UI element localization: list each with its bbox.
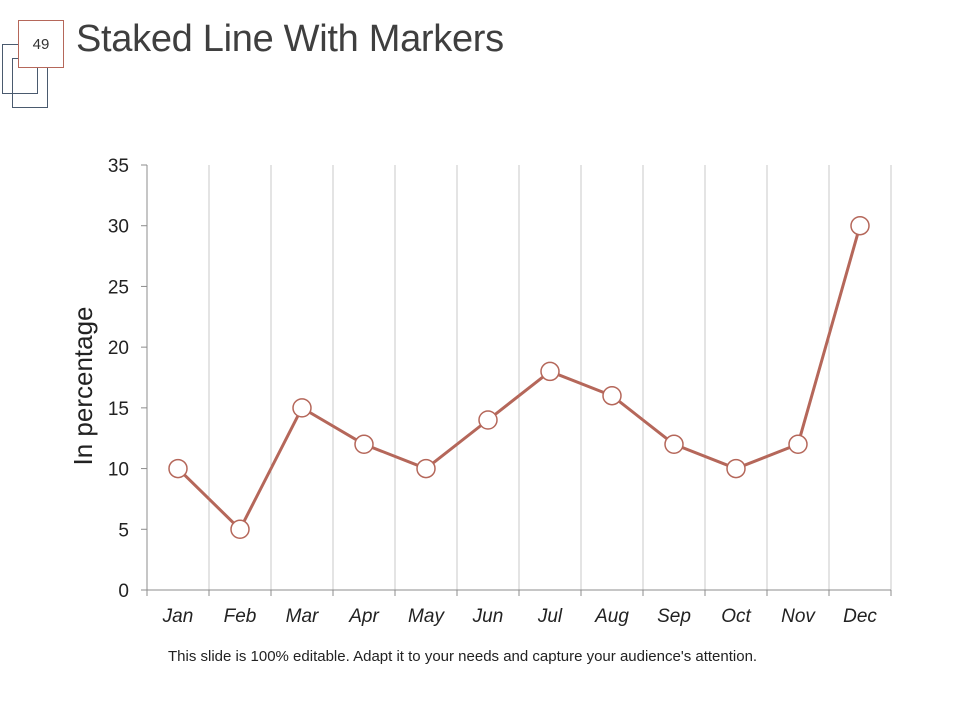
data-point-marker [664, 434, 684, 455]
chart-gridlines [208, 165, 892, 590]
y-tick-label: 30 [108, 217, 129, 238]
x-tick-label: May [408, 606, 445, 627]
data-point-marker [292, 398, 312, 418]
y-tick-label: 5 [118, 520, 129, 541]
data-point-marker [788, 434, 808, 455]
data-point-marker [540, 361, 560, 382]
x-tick-label: Nov [781, 606, 816, 627]
x-tick-label: Jan [162, 606, 194, 627]
data-point-marker [230, 519, 250, 540]
x-tick-label: Jun [472, 606, 504, 627]
slide-number-logo: 49 [0, 18, 70, 108]
y-tick-label: 15 [108, 399, 129, 420]
x-tick-label: Aug [594, 606, 629, 627]
slide-number: 49 [18, 20, 64, 68]
x-tick-label: Jul [537, 606, 563, 627]
y-axis-title: In percentage [68, 306, 98, 465]
y-tick-labels: 0 5 10 15 20 25 30 35 [108, 156, 129, 602]
data-point-marker [602, 385, 622, 406]
x-tick-label: Feb [224, 606, 257, 627]
x-tick-label: Mar [286, 606, 319, 627]
data-point-marker [416, 458, 436, 479]
y-tick-label: 20 [108, 338, 129, 359]
footnote: This slide is 100% editable. Adapt it to… [168, 648, 758, 665]
y-tick-label: 10 [108, 460, 129, 481]
chart-axes [141, 164, 892, 596]
x-tick-labels: Jan Feb Mar Apr May Jun Jul Aug Sep Oct Nov Dec [162, 606, 878, 627]
x-tick-label: Oct [721, 606, 751, 627]
series-line [176, 225, 862, 531]
x-tick-label: Dec [843, 606, 877, 627]
series-line-layer [176, 225, 862, 531]
x-tick-label: Apr [348, 606, 379, 627]
data-point-marker [726, 458, 746, 479]
slide-title: Staked Line With Markers [76, 18, 504, 60]
data-point-marker [850, 215, 870, 236]
data-point-marker [354, 434, 374, 455]
y-tick-label: 25 [108, 277, 129, 298]
data-point-marker [168, 458, 188, 479]
x-tick-label: Sep [657, 606, 691, 627]
y-tick-label: 0 [118, 581, 129, 602]
markers-layer [168, 215, 870, 540]
y-tick-label: 35 [108, 156, 129, 177]
data-point-marker [478, 410, 498, 430]
